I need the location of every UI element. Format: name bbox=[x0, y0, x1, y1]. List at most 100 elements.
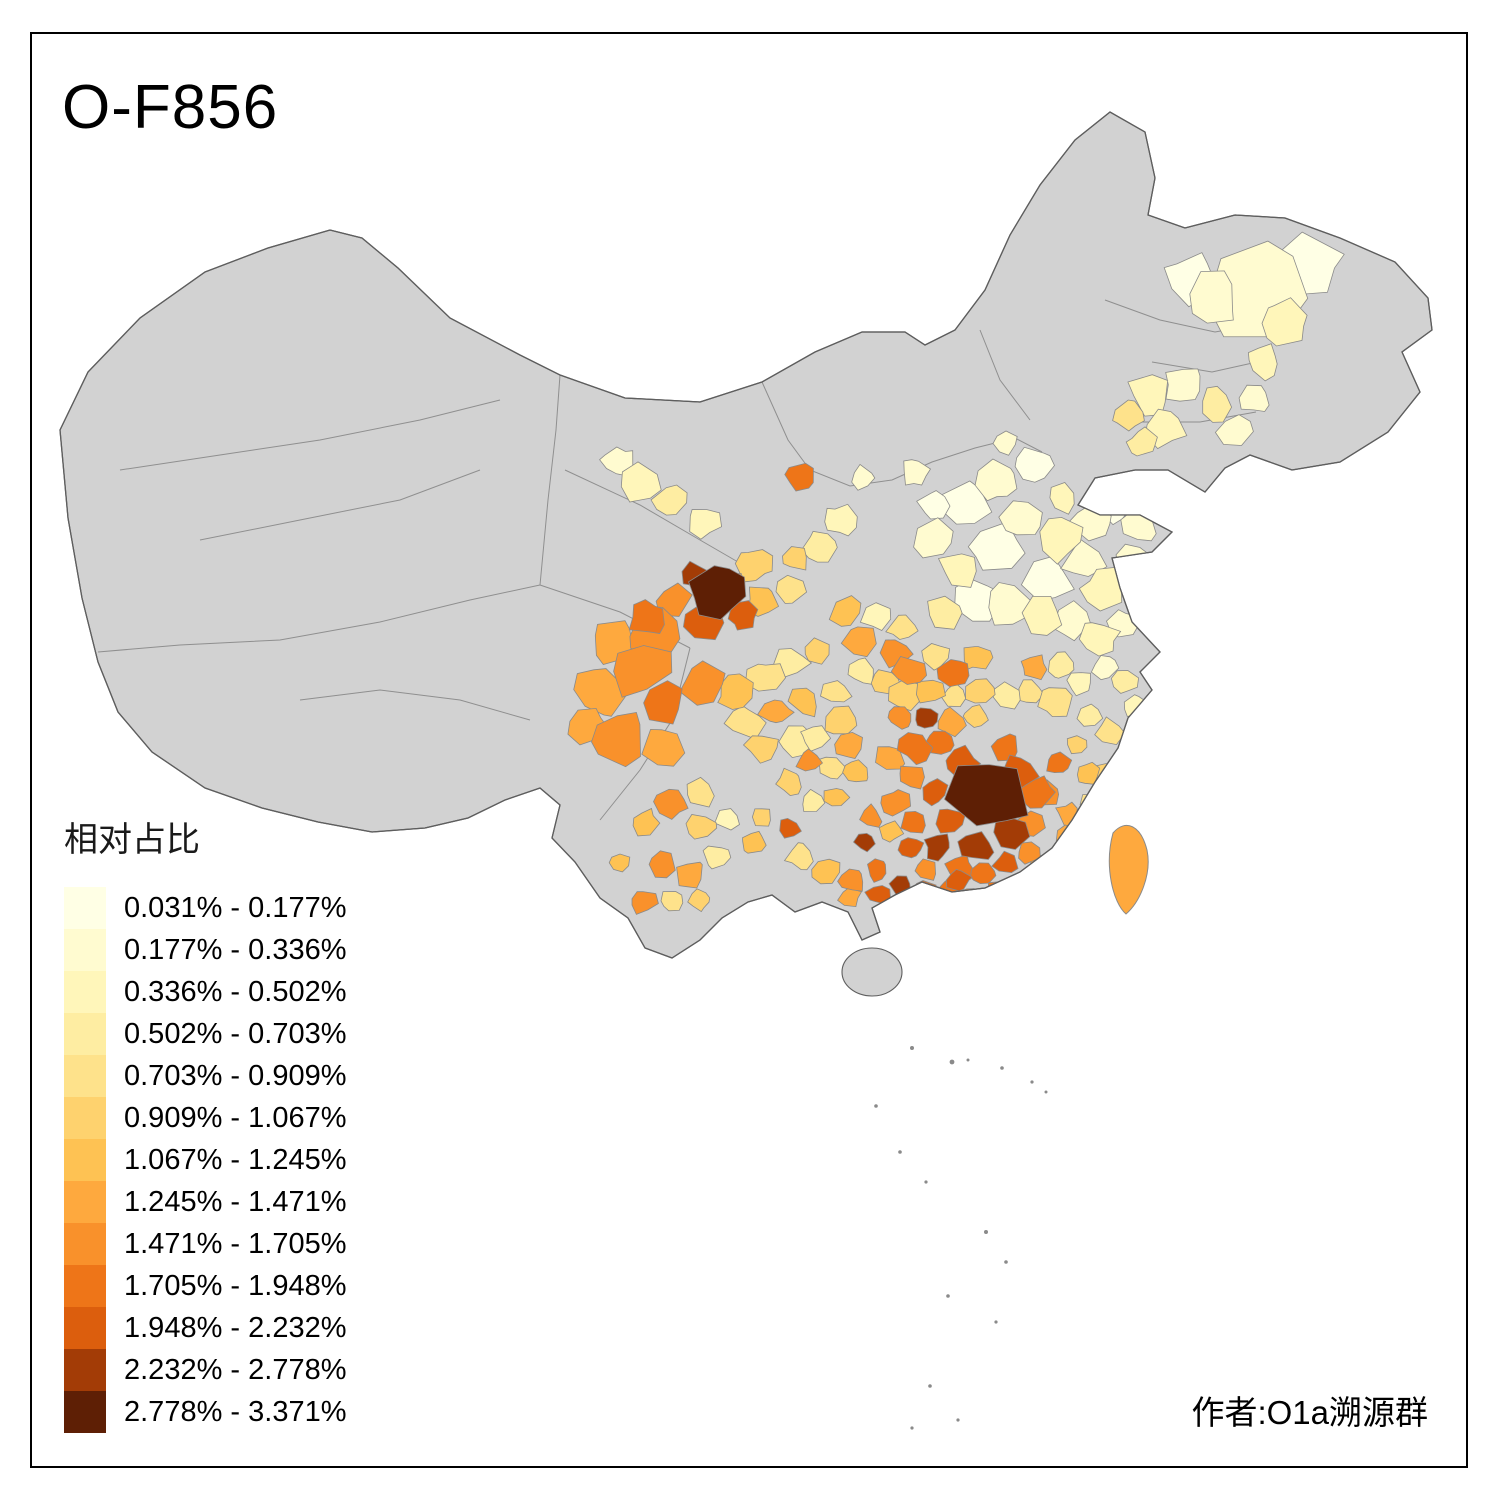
map-region bbox=[998, 500, 1043, 536]
map-region bbox=[859, 803, 883, 828]
map-region bbox=[834, 731, 863, 759]
map-region bbox=[993, 816, 1031, 850]
map-region bbox=[779, 817, 802, 839]
map-region bbox=[842, 759, 869, 783]
map-region bbox=[824, 503, 858, 537]
legend-label: 1.245% - 1.471% bbox=[124, 1185, 347, 1218]
map-region bbox=[965, 678, 996, 704]
map-region bbox=[613, 645, 673, 698]
map-region bbox=[1046, 751, 1073, 774]
map-region bbox=[823, 788, 851, 807]
map-region bbox=[1076, 761, 1101, 785]
legend-label: 2.232% - 2.778% bbox=[124, 1353, 347, 1386]
map-region bbox=[899, 765, 925, 790]
legend-swatch bbox=[64, 971, 106, 1013]
legend-swatch bbox=[64, 1097, 106, 1139]
map-region bbox=[820, 680, 853, 703]
map-region bbox=[628, 599, 665, 634]
map-region bbox=[927, 595, 963, 630]
map-region bbox=[687, 888, 711, 913]
map-region bbox=[923, 833, 950, 862]
map-region bbox=[922, 778, 949, 807]
map-region bbox=[648, 850, 676, 879]
legend-item: 0.031% - 0.177% bbox=[64, 887, 346, 929]
legend-item: 1.471% - 1.705% bbox=[64, 1223, 346, 1265]
map-region bbox=[631, 891, 659, 915]
legend-swatch bbox=[64, 887, 106, 929]
map-region bbox=[1076, 703, 1104, 727]
map-region bbox=[944, 764, 1029, 827]
legend-label: 2.778% - 3.371% bbox=[124, 1395, 347, 1428]
map-region bbox=[676, 861, 703, 889]
map-region bbox=[847, 657, 874, 685]
map-region bbox=[885, 614, 919, 640]
map-region bbox=[802, 788, 826, 812]
legend-label: 0.031% - 0.177% bbox=[124, 891, 347, 924]
legend-item: 2.232% - 2.778% bbox=[64, 1349, 346, 1391]
map-region bbox=[937, 553, 977, 588]
legend-swatch bbox=[64, 1307, 106, 1349]
map-region bbox=[1037, 687, 1073, 718]
legend-item: 0.336% - 0.502% bbox=[64, 971, 346, 1013]
map-region bbox=[783, 842, 814, 871]
map-region bbox=[992, 430, 1018, 456]
legend-swatch bbox=[64, 1391, 106, 1433]
map-region bbox=[1094, 716, 1126, 746]
map-region bbox=[974, 458, 1018, 502]
legend-label: 0.177% - 0.336% bbox=[124, 933, 347, 966]
map-region bbox=[1112, 780, 1138, 803]
map-region bbox=[1247, 343, 1278, 382]
legend-label: 0.909% - 1.067% bbox=[124, 1101, 347, 1134]
taiwan-island bbox=[1108, 824, 1149, 915]
author-credit: 作者:O1a溯源群 bbox=[1191, 1394, 1428, 1431]
legend-title: 相对占比 bbox=[64, 821, 200, 859]
map-region bbox=[852, 832, 876, 853]
map-region bbox=[1125, 426, 1158, 457]
map-region bbox=[679, 660, 726, 706]
map-region bbox=[1078, 622, 1122, 657]
map-region bbox=[714, 808, 740, 831]
map-region bbox=[900, 810, 926, 834]
map-region bbox=[970, 862, 997, 885]
map-region bbox=[1189, 270, 1234, 324]
map-region bbox=[963, 646, 994, 671]
map-region bbox=[620, 461, 662, 503]
china-outline bbox=[59, 111, 1433, 959]
map-region bbox=[689, 509, 723, 540]
legend-items: 0.031% - 0.177% 0.177% - 0.336% 0.336% - 0… bbox=[64, 887, 346, 1433]
map-region bbox=[1047, 651, 1075, 679]
map-region bbox=[1020, 654, 1048, 681]
map-region bbox=[914, 858, 937, 881]
map-region bbox=[641, 728, 686, 767]
map-region bbox=[756, 699, 795, 724]
map-region bbox=[1118, 740, 1144, 766]
legend-item: 0.909% - 1.067% bbox=[64, 1097, 346, 1139]
map-region bbox=[1112, 399, 1145, 432]
page-title: O-F856 bbox=[62, 73, 279, 142]
map-region bbox=[751, 808, 771, 827]
legend-label: 1.067% - 1.245% bbox=[124, 1143, 347, 1176]
map-region bbox=[890, 656, 928, 685]
map-region bbox=[1018, 841, 1041, 865]
legend-label: 1.705% - 1.948% bbox=[124, 1269, 347, 1302]
map-region bbox=[991, 850, 1019, 874]
legend-swatch bbox=[64, 1139, 106, 1181]
map-region bbox=[717, 673, 754, 710]
map-region bbox=[702, 845, 732, 870]
legend-swatch bbox=[64, 1265, 106, 1307]
map-region bbox=[851, 463, 876, 491]
map-region bbox=[864, 885, 891, 904]
legend-swatch bbox=[64, 1055, 106, 1097]
map-region bbox=[650, 484, 688, 516]
map-region bbox=[887, 706, 912, 730]
legend-item: 1.245% - 1.471% bbox=[64, 1181, 346, 1223]
map-region bbox=[878, 820, 905, 843]
map-region bbox=[987, 881, 1008, 901]
map-region bbox=[1238, 384, 1270, 412]
map-region bbox=[1014, 446, 1055, 483]
map-region bbox=[1039, 516, 1084, 565]
map-region bbox=[742, 735, 779, 764]
legend-item: 2.778% - 3.371% bbox=[64, 1391, 346, 1433]
legend-label: 1.471% - 1.705% bbox=[124, 1227, 347, 1260]
prefecture-cells bbox=[567, 231, 1345, 915]
